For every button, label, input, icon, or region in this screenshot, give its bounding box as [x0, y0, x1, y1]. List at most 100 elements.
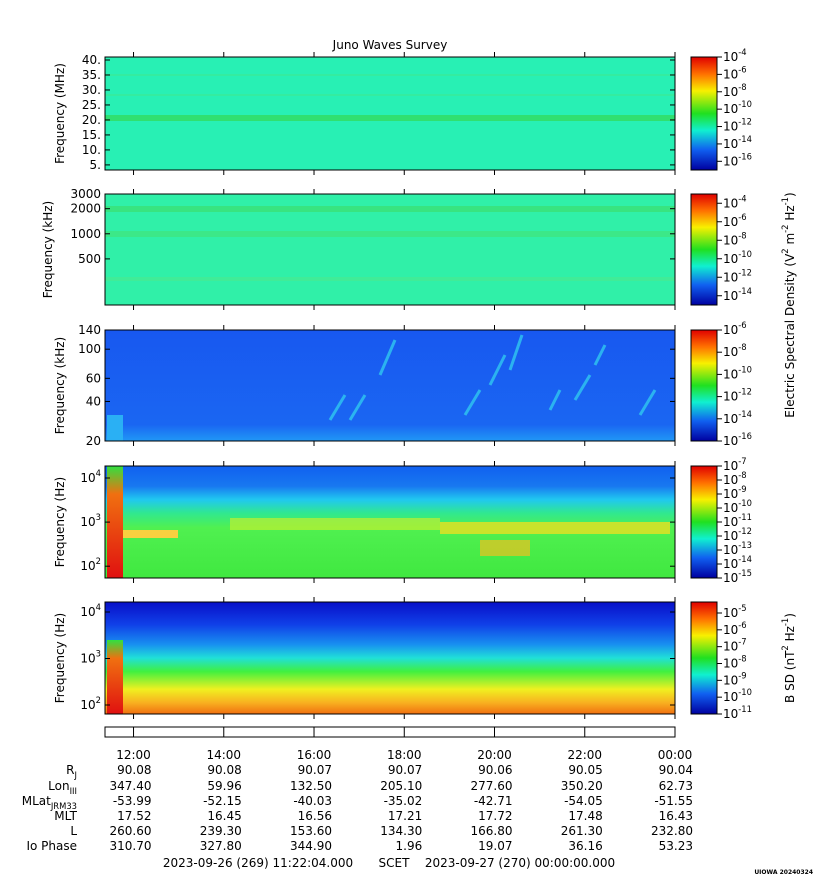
- row-label: MLatJRM33: [22, 794, 77, 811]
- row-value: 16.56: [298, 809, 332, 823]
- row-value: -52.15: [203, 794, 242, 808]
- row-value: 134.30: [380, 824, 422, 838]
- row-value: 90.04: [659, 763, 693, 777]
- colorbar-tick-label: 10-14: [723, 285, 752, 302]
- x-tick-label: 20:00: [477, 748, 512, 762]
- colorbar-tick-label: 10-6: [723, 64, 747, 81]
- y-axis-label: Frequency (MHz): [53, 63, 67, 164]
- colorbar-tick-label: 10-16: [723, 151, 752, 168]
- y-tick-label: 104: [80, 601, 101, 618]
- colorbar-tick-label: 10-11: [723, 704, 752, 721]
- y-tick-label: 1000: [70, 226, 101, 240]
- plot-frame: [104, 193, 676, 306]
- row-value: 17.52: [117, 809, 151, 823]
- colorbar-tick-label: 10-7: [723, 456, 747, 473]
- row-value: 90.08: [117, 763, 151, 777]
- row-value: 16.45: [207, 809, 241, 823]
- row-value: -42.71: [474, 794, 513, 808]
- chart-title: Juno Waves Survey: [332, 38, 448, 52]
- y-tick-label: 5.: [90, 157, 101, 171]
- x-tick-label: 22:00: [567, 748, 602, 762]
- colorbar-tick-label: 10-14: [723, 554, 752, 571]
- y-tick-label: 2000: [70, 201, 101, 215]
- y-tick-label: 40: [86, 394, 101, 408]
- y-axis-label: Frequency (kHz): [53, 337, 67, 434]
- row-value: 53.23: [659, 839, 693, 853]
- row-label: Io Phase: [26, 839, 77, 853]
- row-value: 19.07: [478, 839, 512, 853]
- y-tick-label: 25.: [82, 97, 101, 111]
- row-value: 16.43: [659, 809, 693, 823]
- y-tick-label: 140: [78, 323, 101, 337]
- row-value: 327.80: [200, 839, 242, 853]
- spectrogram-3: [105, 330, 675, 441]
- colorbar-tick-label: 10-12: [723, 116, 752, 133]
- colorbar-tick-label: 10-10: [723, 248, 752, 265]
- row-value: -35.02: [384, 794, 423, 808]
- row-value: 17.21: [388, 809, 422, 823]
- colorbar-tick-label: 10-9: [723, 484, 747, 501]
- colorbar-tick-label: 10-13: [723, 540, 752, 557]
- row-value: 232.80: [651, 824, 693, 838]
- row-value: -53.99: [113, 794, 152, 808]
- row-value: -54.05: [564, 794, 603, 808]
- y-tick-label: 20: [86, 434, 101, 448]
- row-value: 132.50: [290, 779, 332, 793]
- row-value: 90.07: [298, 763, 332, 777]
- colorbar-tick-label: 10-9: [723, 670, 747, 687]
- colorbar-tick-label: 10-6: [723, 211, 747, 228]
- row-value: -40.03: [293, 794, 332, 808]
- row-value: 261.30: [561, 824, 603, 838]
- row-value: 59.96: [207, 779, 241, 793]
- y-axis-label: Frequency (Hz): [53, 477, 67, 568]
- row-label: L: [70, 824, 77, 838]
- row-value: 350.20: [561, 779, 603, 793]
- colorbar-tick-label: 10-8: [723, 230, 747, 247]
- footer-end: 2023-09-27 (270) 00:00:00.000: [425, 856, 615, 870]
- spectrogram-5: [105, 602, 675, 714]
- row-value: 239.30: [200, 824, 242, 838]
- colorbar-tick-label: 10-10: [723, 364, 752, 381]
- colorbar-tick-label: 10-10: [723, 498, 752, 515]
- row-value: 90.08: [207, 763, 241, 777]
- colorbar-tick-label: 10-12: [723, 386, 752, 403]
- row-value: 260.60: [110, 824, 152, 838]
- spectrogram-2: [105, 194, 675, 305]
- x-tick-label: 12:00: [116, 748, 151, 762]
- footer-start: 2023-09-26 (269) 11:22:04.000: [163, 856, 353, 870]
- colorbar-tick-label: 10-6: [723, 320, 747, 337]
- y-axis-label: Frequency (Hz): [53, 613, 67, 704]
- colorbar-tick-label: 10-8: [723, 470, 747, 487]
- colorbar-label: Electric Spectral Density (V2 m-2 Hz-1): [780, 192, 797, 417]
- row-value: 90.07: [388, 763, 422, 777]
- y-tick-label: 500: [78, 251, 101, 265]
- row-value: -51.55: [654, 794, 693, 808]
- x-tick-label: 18:00: [387, 748, 422, 762]
- colorbar-tick-label: 10-12: [723, 526, 752, 543]
- y-tick-label: 103: [80, 648, 101, 665]
- y-tick-label: 10.: [82, 142, 101, 156]
- colorbar-tick-label: 10-14: [723, 133, 752, 150]
- y-tick-label: 20.: [82, 112, 101, 126]
- y-tick-label: 103: [80, 512, 101, 529]
- row-value: 90.05: [568, 763, 602, 777]
- y-axis-label: Frequency (kHz): [41, 201, 55, 298]
- row-value: 277.60: [471, 779, 513, 793]
- row-value: 90.06: [478, 763, 512, 777]
- row-value: 1.96: [396, 839, 423, 853]
- colorbar-tick-label: 10-7: [723, 636, 747, 653]
- y-tick-label: 30.: [82, 82, 101, 96]
- row-label: MLT: [54, 809, 77, 823]
- y-tick-label: 102: [80, 556, 101, 573]
- credit: UIOWA 20240324: [754, 869, 813, 876]
- row-value: 153.60: [290, 824, 332, 838]
- y-tick-label: 40.: [82, 52, 101, 66]
- y-tick-label: 35.: [82, 67, 101, 81]
- y-tick-label: 100: [78, 342, 101, 356]
- y-tick-label: 3000: [70, 187, 101, 201]
- x-tick-label: 14:00: [206, 748, 241, 762]
- colorbar-tick-label: 10-8: [723, 342, 747, 359]
- row-value: 166.80: [471, 824, 513, 838]
- y-tick-label: 60: [86, 371, 101, 385]
- plot-frame: [104, 56, 676, 171]
